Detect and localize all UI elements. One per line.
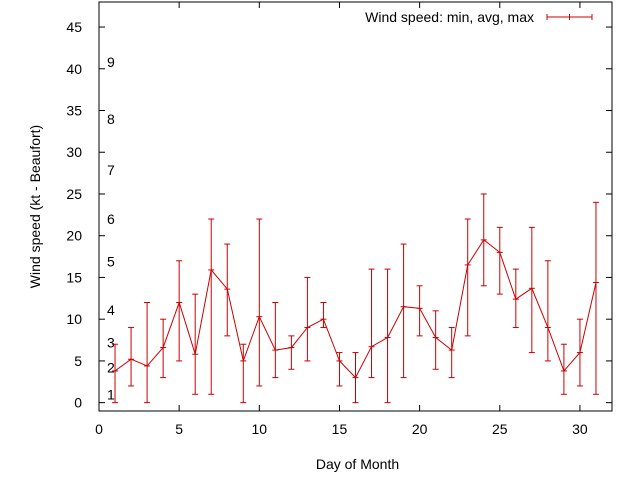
series-layer [112,193,599,404]
y-tick-label: 10 [66,311,82,327]
legend-label: Wind speed: min, avg, max [365,9,534,25]
x-tick-label: 0 [95,421,103,437]
beaufort-scale-labels: 1 2 3 4 5 6 7 8 9 [107,54,115,402]
y-tick-label: 0 [74,395,82,411]
legend: Wind speed: min, avg, max [365,9,593,25]
x-tick-label: 10 [252,421,268,437]
beaufort-label: 6 [107,211,115,227]
x-axis-label: Day of Month [316,456,399,472]
y-tick-label: 15 [66,269,82,285]
beaufort-label: 9 [107,54,115,70]
y-axis-label: Wind speed (kt - Beaufort) [27,125,43,288]
y-tick-label: 20 [66,228,82,244]
y-tick-label: 45 [66,19,82,35]
beaufort-label: 2 [107,360,115,376]
y-tick-label: 30 [66,144,82,160]
y-tick-label: 25 [66,186,82,202]
plot-frame [98,1,613,412]
y-tick-label: 40 [66,61,82,77]
beaufort-label: 7 [107,162,115,178]
x-tick-label: 15 [332,421,348,437]
beaufort-label: 5 [107,254,115,270]
x-tick-label: 25 [492,421,508,437]
beaufort-label: 1 [107,386,115,402]
x-tick-label: 20 [412,421,428,437]
x-tick-label: 5 [175,421,183,437]
beaufort-label: 8 [107,111,115,127]
x-tick-label: 30 [572,421,588,437]
y-tick-label: 35 [66,103,82,119]
beaufort-label: 4 [107,302,115,318]
beaufort-label: 3 [107,335,115,351]
y-tick-label: 5 [74,353,82,369]
